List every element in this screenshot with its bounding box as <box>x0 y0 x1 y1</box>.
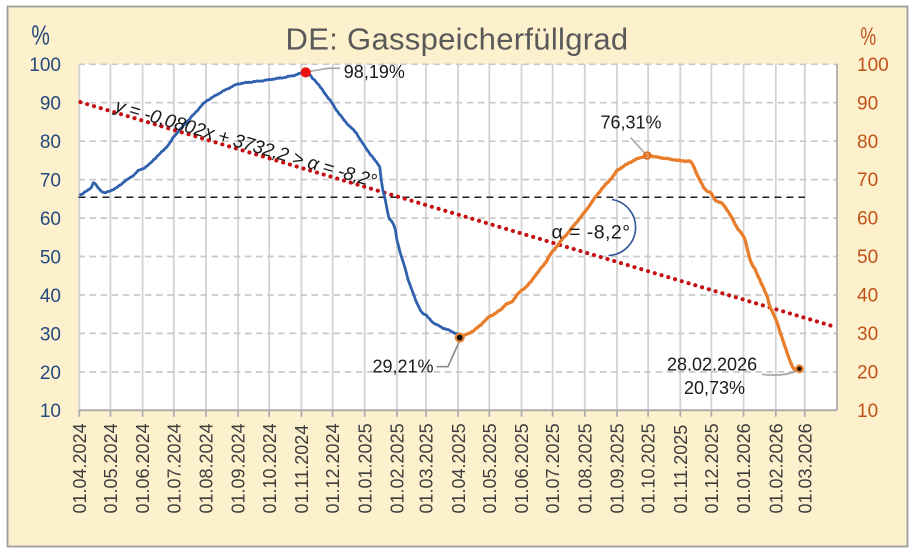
svg-text:DE: Gasspeicherfüllgrad: DE: Gasspeicherfüllgrad <box>286 22 629 57</box>
svg-text:01.06.2024: 01.06.2024 <box>133 423 153 513</box>
svg-text:40: 40 <box>40 286 61 307</box>
svg-text:01.12.2024: 01.12.2024 <box>323 423 343 513</box>
svg-text:90: 90 <box>857 93 878 114</box>
svg-text:α = -8,2°: α = -8,2° <box>552 222 631 244</box>
svg-text:100: 100 <box>857 55 889 76</box>
svg-text:01.12.2025: 01.12.2025 <box>702 423 722 513</box>
svg-text:01.08.2025: 01.08.2025 <box>575 423 595 513</box>
svg-text:01.01.2025: 01.01.2025 <box>355 423 375 513</box>
svg-text:60: 60 <box>857 209 878 230</box>
svg-text:20: 20 <box>857 363 878 384</box>
svg-text:60: 60 <box>40 209 61 230</box>
svg-text:10: 10 <box>857 401 878 422</box>
svg-text:01.06.2025: 01.06.2025 <box>512 423 532 513</box>
svg-text:100: 100 <box>29 55 61 76</box>
svg-text:80: 80 <box>857 132 878 153</box>
svg-text:28.02.2026: 28.02.2026 <box>667 354 757 374</box>
svg-text:29,21%: 29,21% <box>373 356 434 376</box>
svg-text:70: 70 <box>40 171 61 192</box>
svg-text:01.05.2025: 01.05.2025 <box>480 423 500 513</box>
svg-text:50: 50 <box>40 247 61 268</box>
svg-text:01.02.2025: 01.02.2025 <box>388 423 408 513</box>
svg-text:01.10.2025: 01.10.2025 <box>639 423 659 513</box>
svg-text:01.04.2024: 01.04.2024 <box>70 423 90 513</box>
svg-text:76,31%: 76,31% <box>601 113 662 133</box>
svg-text:98,19%: 98,19% <box>344 62 405 82</box>
svg-text:30: 30 <box>40 324 61 345</box>
svg-text:70: 70 <box>857 170 878 191</box>
svg-text:01.05.2024: 01.05.2024 <box>101 423 121 513</box>
svg-text:01.09.2025: 01.09.2025 <box>608 423 628 513</box>
svg-text:01.07.2024: 01.07.2024 <box>164 423 184 513</box>
svg-text:%: % <box>31 20 50 51</box>
svg-text:80: 80 <box>40 132 61 153</box>
svg-text:01.04.2025: 01.04.2025 <box>449 423 469 513</box>
svg-text:01.03.2025: 01.03.2025 <box>417 423 437 513</box>
svg-text:01.09.2024: 01.09.2024 <box>229 423 249 513</box>
svg-text:10: 10 <box>40 401 61 422</box>
svg-text:20: 20 <box>40 363 61 384</box>
svg-text:01.03.2026: 01.03.2026 <box>795 423 815 513</box>
svg-text:01.11.2025: 01.11.2025 <box>671 425 691 514</box>
svg-text:01.11.2024: 01.11.2024 <box>292 425 312 514</box>
svg-text:%: % <box>860 23 876 51</box>
svg-text:40: 40 <box>857 286 878 307</box>
svg-text:01.02.2026: 01.02.2026 <box>766 423 786 513</box>
svg-text:01.07.2025: 01.07.2025 <box>543 423 563 513</box>
svg-text:01.10.2024: 01.10.2024 <box>260 423 280 513</box>
svg-text:20,73%: 20,73% <box>684 378 745 398</box>
svg-text:90: 90 <box>40 94 61 115</box>
svg-text:01.01.2026: 01.01.2026 <box>734 423 754 513</box>
svg-text:50: 50 <box>857 247 878 268</box>
svg-text:30: 30 <box>857 324 878 345</box>
svg-text:01.08.2024: 01.08.2024 <box>197 423 217 513</box>
